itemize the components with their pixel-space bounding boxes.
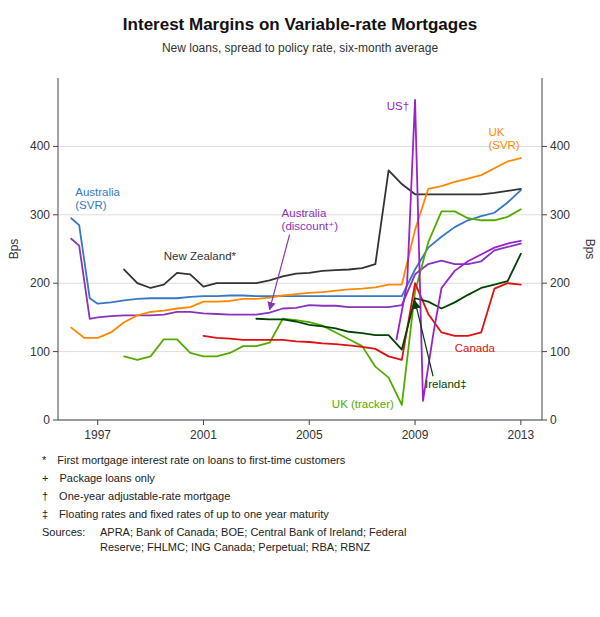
footnote: † One-year adjustable-rate mortgage	[42, 490, 230, 502]
footnotes: * First mortgage interest rate on loans …	[42, 454, 406, 553]
y2-tick-label: 300	[550, 208, 570, 222]
subtitle: New loans, spread to policy rate, six-mo…	[162, 41, 438, 55]
y-tick-label: 400	[30, 139, 50, 153]
series-label: Australia(discount⁺)	[282, 207, 339, 232]
grid-line	[58, 420, 542, 421]
series-line	[203, 283, 520, 360]
chart: Interest Margins on Variable-rate Mortga…	[0, 0, 600, 617]
series-label: UK(SVR)	[488, 126, 519, 151]
label-leader	[415, 301, 433, 376]
background	[0, 0, 600, 617]
grid	[58, 146, 542, 420]
x-tick	[309, 420, 310, 425]
y-axis-line	[58, 78, 59, 420]
text-line: UK (tracker)	[332, 398, 394, 410]
title: Interest Margins on Variable-rate Mortga…	[123, 15, 477, 34]
text-line: US†	[387, 100, 409, 112]
x-tick	[520, 420, 521, 425]
x-tick-label: 1997	[84, 428, 111, 442]
y-tick	[53, 351, 58, 352]
y-tick-label: 200	[30, 276, 50, 290]
text-line: (SVR)	[488, 139, 519, 151]
y-tick	[53, 214, 58, 215]
x-tick-label: 2001	[190, 428, 217, 442]
y-tick-label: 300	[30, 208, 50, 222]
text-line: Reserve; FHLMC; ING Canada; Perpetual; R…	[100, 541, 370, 553]
label-leader	[270, 235, 290, 310]
series-line	[71, 158, 521, 338]
grid-line	[58, 146, 542, 147]
footnote: * First mortgage interest rate on loans …	[42, 454, 346, 466]
y2-tick	[542, 283, 547, 284]
sources-label: Sources:	[42, 526, 85, 538]
y2-tick-label: 0	[550, 413, 557, 427]
y2-tick-label: 400	[550, 139, 570, 153]
y2-tick	[542, 420, 547, 421]
sources-text: APRA; Bank of Canada; BOE; Central Bank …	[100, 526, 406, 553]
text-line: APRA; Bank of Canada; BOE; Central Bank …	[100, 526, 406, 538]
y-axis-label: Bps	[7, 239, 21, 260]
footnote: + Package loans only	[42, 472, 155, 484]
text-line: (SVR)	[75, 199, 106, 211]
series-lines	[71, 100, 521, 405]
y-tick	[53, 283, 58, 284]
y-tick	[53, 146, 58, 147]
series-labels: Australia(SVR)Australia(discount⁺)New Ze…	[75, 100, 520, 411]
series-label: Canada	[455, 342, 496, 354]
y2-axis-label: Bps	[583, 239, 597, 260]
text-line: UK	[488, 126, 504, 138]
y-tick-label: 100	[30, 345, 50, 359]
series-line	[124, 209, 521, 405]
axes: 1997 2001 2005 2009 2013 0 100 200 300 400 0 100 200…	[7, 78, 597, 442]
x-tick	[203, 420, 204, 425]
x-tick-label: 2005	[296, 428, 323, 442]
y-tick-label: 0	[43, 413, 50, 427]
y2-tick-label: 100	[550, 345, 570, 359]
series-line	[397, 100, 521, 401]
text-line: (discount⁺)	[282, 220, 339, 232]
text-line: Canada	[455, 342, 496, 354]
y2-tick	[542, 351, 547, 352]
y2-tick	[542, 146, 547, 147]
x-tick	[415, 420, 416, 425]
series-line	[71, 239, 521, 319]
series-label: UK (tracker)	[332, 398, 394, 410]
grid-line	[58, 283, 542, 284]
text-line: New Zealand*	[164, 250, 237, 262]
y2-axis-line	[542, 78, 543, 420]
series-label: US†	[387, 100, 409, 112]
x-tick-label: 2013	[507, 428, 534, 442]
series-line	[124, 170, 521, 288]
text-line: Australia	[282, 207, 327, 219]
x-tick	[97, 420, 98, 425]
text-line: Australia	[75, 186, 120, 198]
series-label: Australia(SVR)	[75, 186, 120, 211]
series-line	[256, 254, 520, 350]
series-label: New Zealand*	[164, 250, 237, 262]
footnote: ‡ Floating rates and fixed rates of up t…	[42, 508, 329, 520]
y-tick	[53, 420, 58, 421]
text-line: Ireland‡	[425, 378, 467, 390]
y2-tick	[542, 214, 547, 215]
series-label: Ireland‡	[425, 378, 467, 390]
x-axis-line	[58, 420, 542, 421]
x-tick-label: 2009	[402, 428, 429, 442]
y2-tick-label: 200	[550, 276, 570, 290]
series-line	[71, 190, 521, 304]
